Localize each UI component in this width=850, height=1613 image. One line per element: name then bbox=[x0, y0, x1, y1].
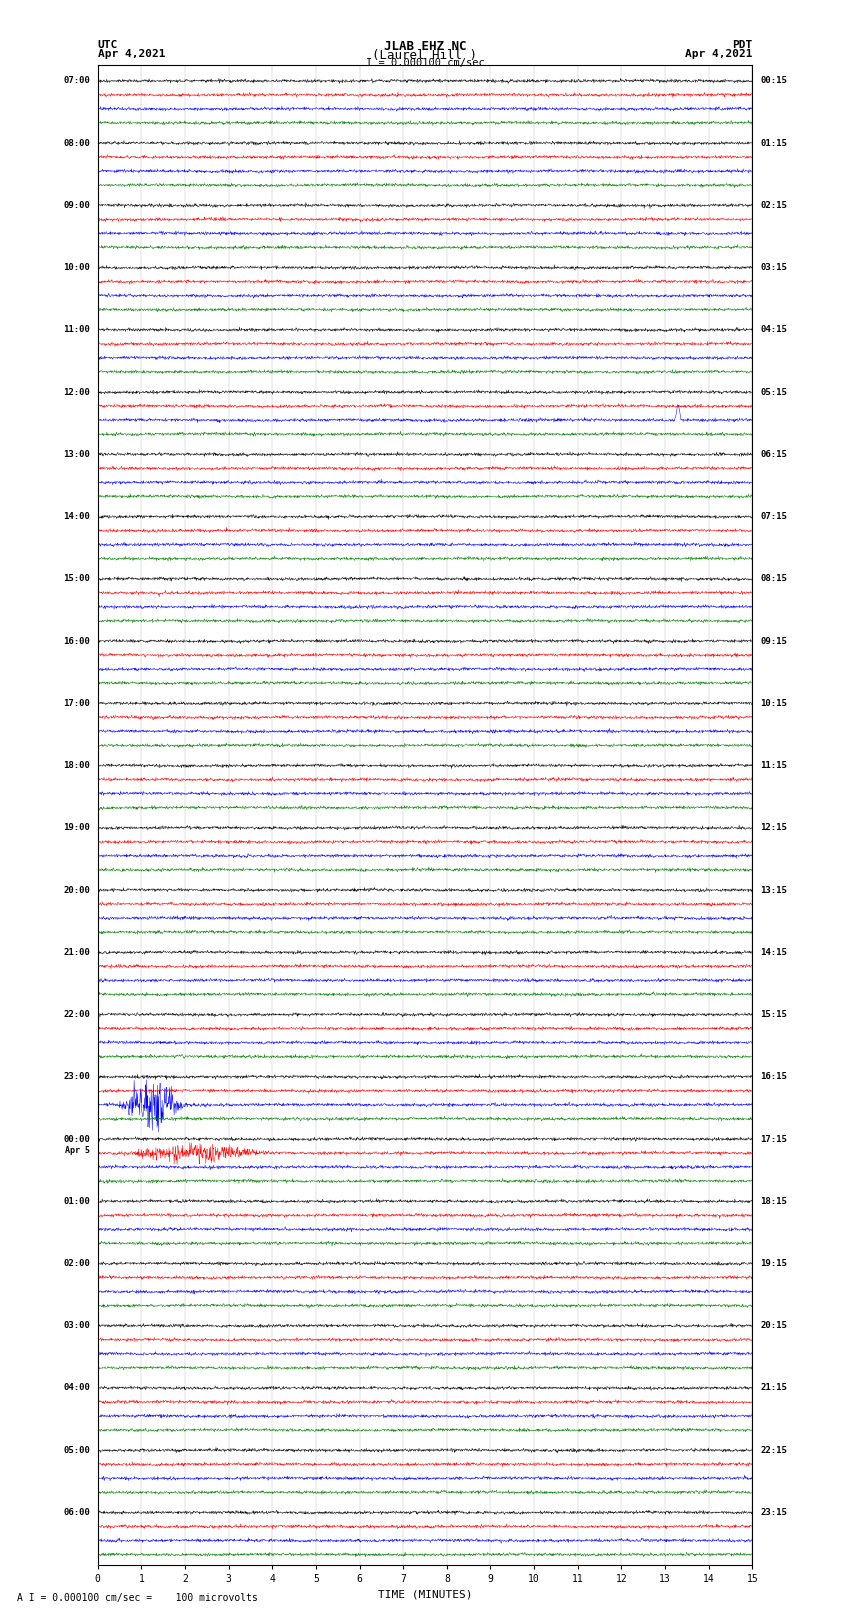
Text: JLAB EHZ NC: JLAB EHZ NC bbox=[383, 39, 467, 53]
Text: Apr 4,2021: Apr 4,2021 bbox=[685, 50, 752, 60]
Text: 04:00: 04:00 bbox=[63, 1384, 90, 1392]
Text: 21:00: 21:00 bbox=[63, 948, 90, 957]
Text: 02:00: 02:00 bbox=[63, 1260, 90, 1268]
Text: 06:15: 06:15 bbox=[760, 450, 787, 458]
Text: 12:15: 12:15 bbox=[760, 823, 787, 832]
Text: 07:15: 07:15 bbox=[760, 511, 787, 521]
Text: 08:00: 08:00 bbox=[63, 139, 90, 148]
Text: 20:15: 20:15 bbox=[760, 1321, 787, 1331]
Text: 09:00: 09:00 bbox=[63, 202, 90, 210]
Text: 15:00: 15:00 bbox=[63, 574, 90, 584]
Text: 20:00: 20:00 bbox=[63, 886, 90, 895]
Text: 12:00: 12:00 bbox=[63, 387, 90, 397]
Text: 11:00: 11:00 bbox=[63, 326, 90, 334]
Text: 15:15: 15:15 bbox=[760, 1010, 787, 1019]
Text: 01:00: 01:00 bbox=[63, 1197, 90, 1207]
Text: 14:00: 14:00 bbox=[63, 511, 90, 521]
Text: 18:15: 18:15 bbox=[760, 1197, 787, 1207]
Text: A I = 0.000100 cm/sec =    100 microvolts: A I = 0.000100 cm/sec = 100 microvolts bbox=[17, 1594, 258, 1603]
Text: 23:15: 23:15 bbox=[760, 1508, 787, 1516]
Text: 16:00: 16:00 bbox=[63, 637, 90, 645]
Text: 03:15: 03:15 bbox=[760, 263, 787, 273]
Text: 10:15: 10:15 bbox=[760, 698, 787, 708]
Text: 04:15: 04:15 bbox=[760, 326, 787, 334]
Text: 11:15: 11:15 bbox=[760, 761, 787, 769]
Text: Apr 4,2021: Apr 4,2021 bbox=[98, 50, 165, 60]
Text: 06:00: 06:00 bbox=[63, 1508, 90, 1516]
Text: 03:00: 03:00 bbox=[63, 1321, 90, 1331]
Text: 00:15: 00:15 bbox=[760, 76, 787, 85]
Text: 02:15: 02:15 bbox=[760, 202, 787, 210]
Text: 00:00: 00:00 bbox=[63, 1134, 90, 1144]
Text: 16:15: 16:15 bbox=[760, 1073, 787, 1081]
Text: 14:15: 14:15 bbox=[760, 948, 787, 957]
Text: 19:00: 19:00 bbox=[63, 823, 90, 832]
Text: 01:15: 01:15 bbox=[760, 139, 787, 148]
Text: PDT: PDT bbox=[732, 39, 752, 50]
Text: (Laurel Hill ): (Laurel Hill ) bbox=[372, 50, 478, 63]
X-axis label: TIME (MINUTES): TIME (MINUTES) bbox=[377, 1589, 473, 1598]
Text: 21:15: 21:15 bbox=[760, 1384, 787, 1392]
Text: 07:00: 07:00 bbox=[63, 76, 90, 85]
Text: 13:00: 13:00 bbox=[63, 450, 90, 458]
Text: Apr 5: Apr 5 bbox=[65, 1145, 90, 1155]
Text: UTC: UTC bbox=[98, 39, 118, 50]
Text: 13:15: 13:15 bbox=[760, 886, 787, 895]
Text: 23:00: 23:00 bbox=[63, 1073, 90, 1081]
Text: 17:15: 17:15 bbox=[760, 1134, 787, 1144]
Text: 22:15: 22:15 bbox=[760, 1445, 787, 1455]
Text: 05:15: 05:15 bbox=[760, 387, 787, 397]
Text: I = 0.000100 cm/sec: I = 0.000100 cm/sec bbox=[366, 58, 484, 68]
Text: 09:15: 09:15 bbox=[760, 637, 787, 645]
Text: 08:15: 08:15 bbox=[760, 574, 787, 584]
Text: 22:00: 22:00 bbox=[63, 1010, 90, 1019]
Text: 05:00: 05:00 bbox=[63, 1445, 90, 1455]
Text: 10:00: 10:00 bbox=[63, 263, 90, 273]
Text: 18:00: 18:00 bbox=[63, 761, 90, 769]
Text: 19:15: 19:15 bbox=[760, 1260, 787, 1268]
Text: 17:00: 17:00 bbox=[63, 698, 90, 708]
